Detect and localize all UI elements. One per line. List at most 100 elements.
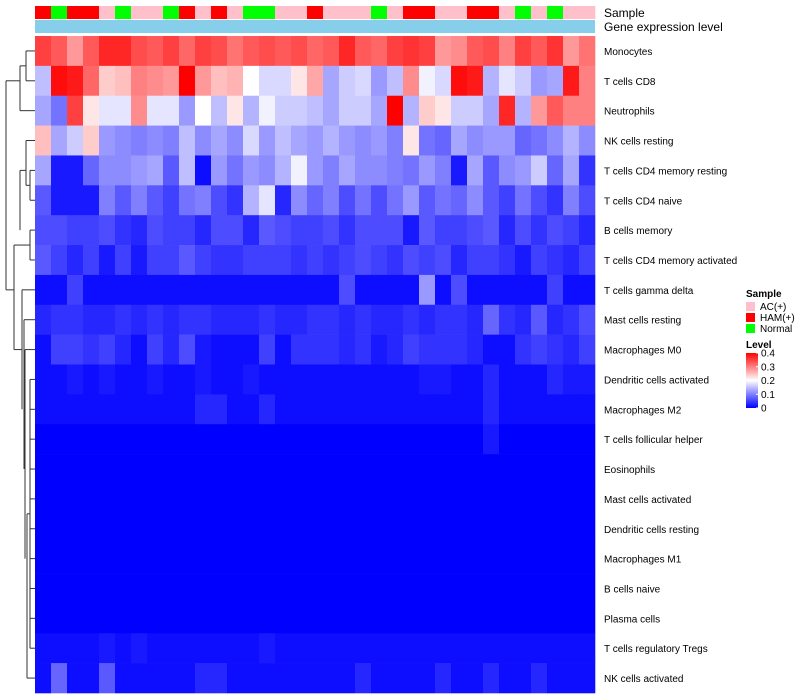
heatmap-cell <box>451 454 468 485</box>
heatmap-cell <box>499 483 516 515</box>
heatmap-cell <box>531 185 548 216</box>
heatmap-cell <box>163 483 180 515</box>
heatmap-cell <box>531 394 548 425</box>
row-label: Eosinophils <box>604 465 655 476</box>
heatmap-cell <box>259 364 276 395</box>
heatmap-cell <box>83 36 100 67</box>
heatmap-cell <box>195 125 212 156</box>
sample-annotation-cell <box>99 6 116 19</box>
heatmap-cell <box>211 185 228 216</box>
heatmap-cell <box>291 155 308 186</box>
heatmap-cell <box>515 364 532 395</box>
heatmap-cell <box>243 274 260 306</box>
heatmap-cell <box>115 185 132 216</box>
heatmap-cell <box>483 65 500 97</box>
heatmap-cell <box>243 633 260 664</box>
heatmap-cell <box>83 663 100 694</box>
heatmap-cell <box>371 513 388 544</box>
heatmap-cell <box>355 125 372 156</box>
heatmap-cell <box>275 95 292 126</box>
heatmap-cell <box>419 424 436 455</box>
heatmap-cell <box>147 36 164 67</box>
heatmap-cell <box>115 543 132 574</box>
heatmap-cell <box>35 633 52 664</box>
sample-annotation-cell <box>179 6 196 19</box>
heatmap-cell <box>547 95 564 126</box>
heatmap-cell <box>291 424 308 455</box>
heatmap-cell <box>307 543 324 574</box>
heatmap-cell <box>307 454 324 485</box>
heatmap-cell <box>419 185 436 216</box>
heatmap-cell <box>259 274 276 306</box>
heatmap-cell <box>323 274 340 306</box>
heatmap-cell <box>147 633 164 664</box>
heatmap-cell <box>195 454 212 485</box>
heatmap-cell <box>547 274 564 306</box>
heatmap-cell <box>243 394 260 425</box>
heatmap-cell <box>195 513 212 544</box>
heatmap-cell <box>211 424 228 455</box>
heatmap-cell <box>387 573 404 604</box>
heatmap-cell <box>371 633 388 664</box>
level-tick-label: 0.2 <box>761 376 775 387</box>
heatmap-cell <box>435 394 452 425</box>
heatmap-cell <box>483 155 500 186</box>
heatmap-cell <box>403 543 420 574</box>
heatmap-cell <box>131 364 148 395</box>
heatmap-cell <box>323 95 340 126</box>
heatmap-cell <box>467 483 484 515</box>
heatmap-cell <box>307 36 324 67</box>
heatmap-cell <box>227 513 244 544</box>
heatmap-cell <box>83 155 100 186</box>
heatmap-cell <box>243 603 260 634</box>
heatmap-cell <box>211 304 228 335</box>
heatmap-cell <box>291 334 308 365</box>
heatmap-cell <box>323 334 340 365</box>
heatmap-cell <box>227 334 244 365</box>
heatmap-cell <box>419 663 436 694</box>
heatmap-cell <box>467 65 484 97</box>
heatmap-cell <box>339 36 356 67</box>
heatmap-cell <box>227 364 244 395</box>
sample-annotation-cell <box>435 6 452 19</box>
heatmap-cell <box>131 513 148 544</box>
heatmap-cell <box>291 65 308 97</box>
heatmap-cell <box>243 334 260 365</box>
heatmap-cell <box>291 513 308 544</box>
heatmap-cell <box>211 513 228 544</box>
heatmap-cell <box>243 513 260 544</box>
sample-annotation-cell <box>403 6 420 19</box>
heatmap-cell <box>115 483 132 515</box>
heatmap-cell <box>195 543 212 574</box>
heatmap-cell <box>563 274 580 306</box>
heatmap-cell <box>499 633 516 664</box>
heatmap-cell <box>563 543 580 574</box>
heatmap-cell <box>275 245 292 276</box>
heatmap-cell <box>243 424 260 455</box>
heatmap-cell <box>99 65 116 97</box>
heatmap-cell <box>435 424 452 455</box>
heatmap-cell <box>451 663 468 694</box>
heatmap-cell <box>339 424 356 455</box>
heatmap-cell <box>339 573 356 604</box>
heatmap-cell <box>179 483 196 515</box>
heatmap-cell <box>547 633 564 664</box>
heatmap-cell <box>243 125 260 156</box>
row-labels: Monocytes T cells CD8 Neutrophils NK cells … <box>604 47 737 685</box>
heatmap-cell <box>291 573 308 604</box>
heatmap-cell <box>179 95 196 126</box>
heatmap-cell <box>275 185 292 216</box>
sample-annotation-cell <box>483 6 500 19</box>
heatmap-cell <box>307 483 324 515</box>
heatmap-cell <box>275 364 292 395</box>
sample-legend-swatch <box>746 302 755 311</box>
sample-annotation-cell <box>147 6 164 19</box>
annotation-tracks <box>35 6 596 33</box>
heatmap-cell <box>51 245 68 276</box>
heatmap-cell <box>243 36 260 67</box>
heatmap-cell <box>163 155 180 186</box>
heatmap-cell <box>579 394 596 425</box>
heatmap-cell <box>323 215 340 246</box>
heatmap-cell <box>275 274 292 306</box>
heatmap-cell <box>435 95 452 126</box>
